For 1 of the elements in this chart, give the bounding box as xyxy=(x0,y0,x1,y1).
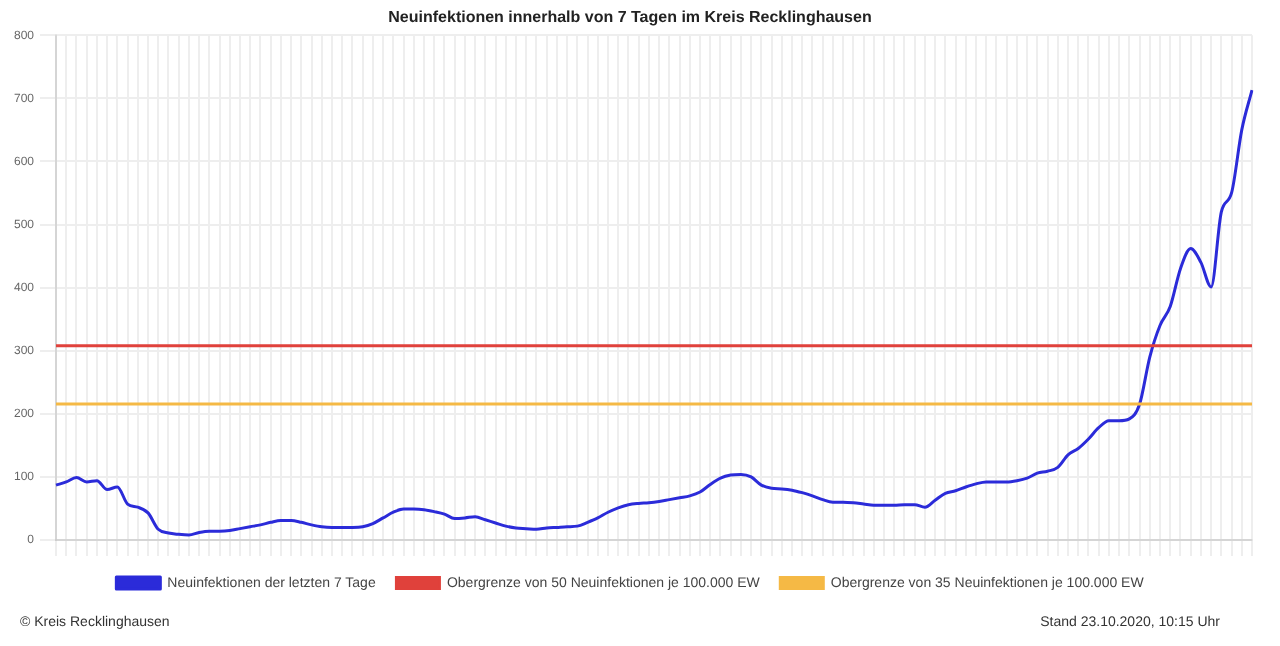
chart-title: Neuinfektionen innerhalb von 7 Tagen im Kreis Recklinghausen xyxy=(388,8,872,27)
